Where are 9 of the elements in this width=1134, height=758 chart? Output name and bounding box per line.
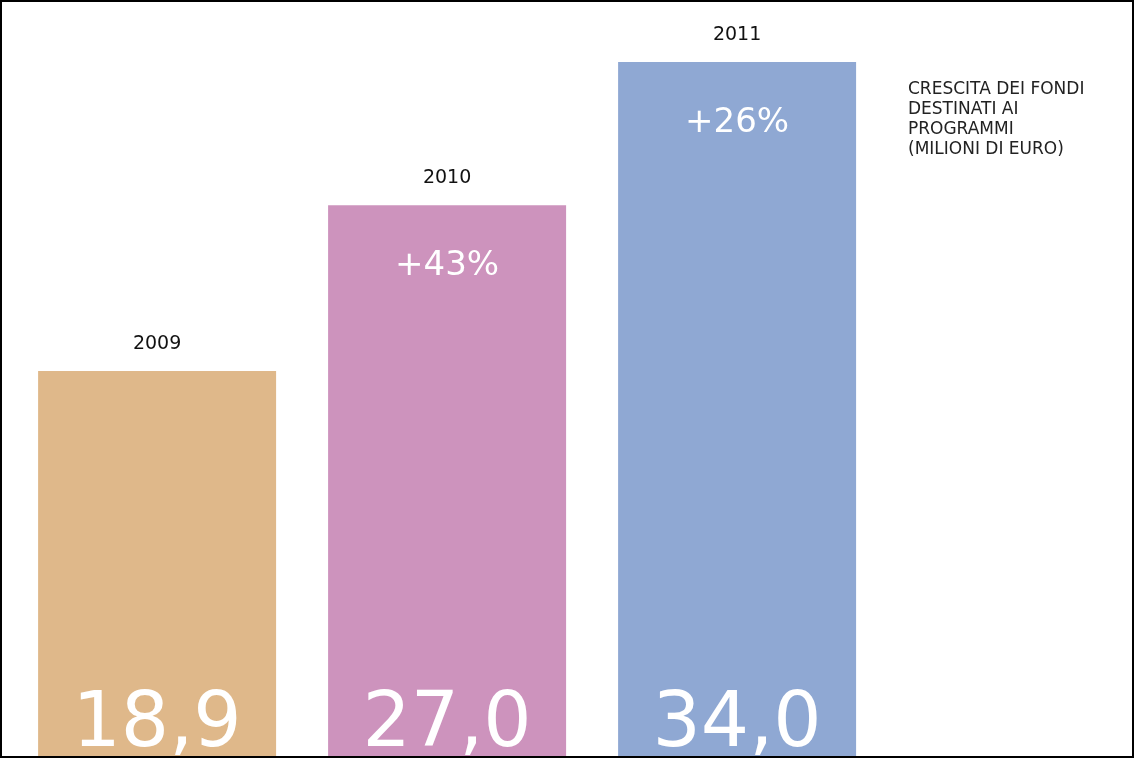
- text: CRESCITA DEI FONDI DESTINATI AI PROGRAMMI (MILIONI DI EURO): [908, 78, 1086, 158]
- data-label: 34,0: [652, 675, 822, 758]
- data-label: 18,9: [72, 675, 242, 758]
- x-tick-label: 2010: [422, 165, 472, 188]
- x-tick-label: 2011: [712, 22, 762, 44]
- annotation: +43%: [395, 243, 500, 284]
- annotation: +26%: [685, 100, 790, 140]
- data-label: 27,0: [362, 675, 532, 758]
- x-tick-label: 2009: [132, 331, 182, 354]
